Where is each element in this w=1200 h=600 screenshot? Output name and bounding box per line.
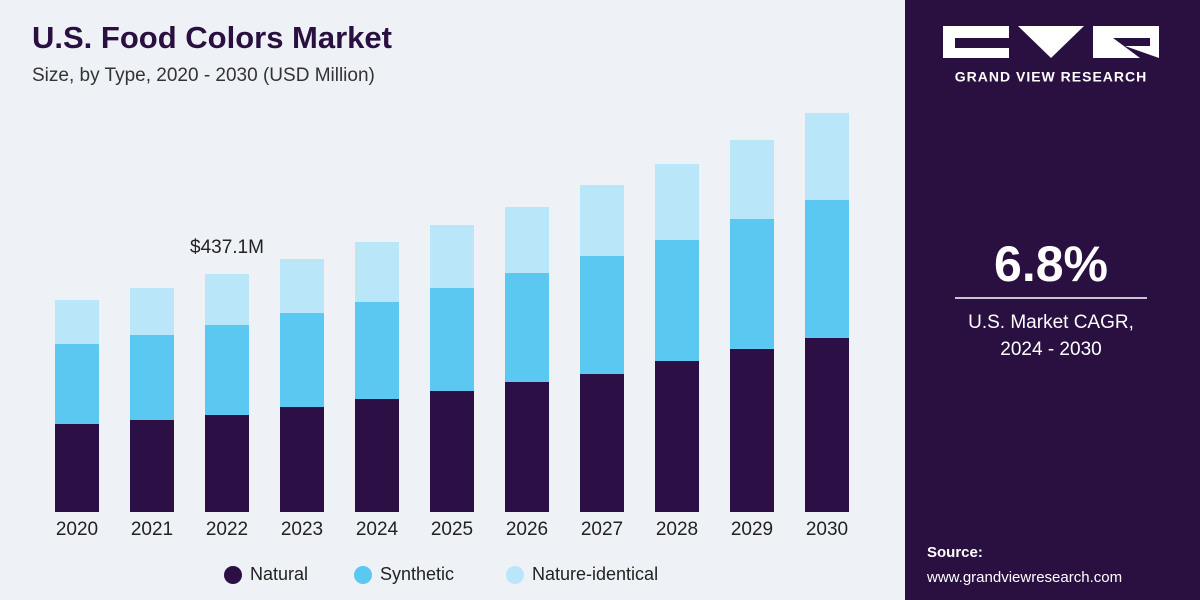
bar-segment bbox=[355, 399, 399, 512]
bar-segment bbox=[805, 337, 849, 512]
bar-segment bbox=[55, 424, 99, 512]
bar-segment bbox=[505, 381, 549, 512]
cagr-period: 2024 - 2030 bbox=[1000, 339, 1101, 360]
bar-segment bbox=[205, 324, 249, 415]
x-tick-label: 2026 bbox=[506, 519, 548, 540]
x-tick-label: 2024 bbox=[356, 519, 399, 540]
bar-segment bbox=[130, 419, 174, 512]
logo-v bbox=[1018, 26, 1084, 58]
legend-swatch bbox=[506, 566, 524, 584]
cagr-value: 6.8% bbox=[994, 236, 1108, 292]
x-tick-label: 2022 bbox=[206, 519, 248, 540]
bar-segment bbox=[655, 163, 699, 241]
bar-segment bbox=[580, 184, 624, 256]
bar-segment bbox=[205, 273, 249, 325]
x-tick-label: 2029 bbox=[731, 519, 773, 540]
legend-swatch bbox=[354, 566, 372, 584]
bar-segment bbox=[730, 139, 774, 219]
legend-label: Synthetic bbox=[380, 564, 454, 584]
annotation: $437.1M bbox=[190, 237, 264, 258]
bar-segment bbox=[730, 348, 774, 512]
legend-swatch bbox=[224, 566, 242, 584]
bar-segment bbox=[430, 287, 474, 392]
logo-r-cut bbox=[1113, 38, 1159, 58]
bar-segment bbox=[280, 313, 324, 408]
bar-segment bbox=[355, 301, 399, 400]
bar-segment bbox=[730, 218, 774, 349]
bar-segment bbox=[280, 407, 324, 512]
x-tick-label: 2028 bbox=[656, 519, 698, 540]
bar-segment bbox=[130, 287, 174, 335]
bar-segment bbox=[505, 272, 549, 382]
chart-title: U.S. Food Colors Market bbox=[32, 20, 392, 55]
bar-segment bbox=[430, 224, 474, 288]
bar-segment bbox=[130, 334, 174, 420]
bar-segment bbox=[430, 391, 474, 512]
bar-segment bbox=[805, 112, 849, 200]
source-label: Source: bbox=[927, 544, 983, 561]
legend-label: Nature-identical bbox=[532, 564, 658, 584]
bar-segment bbox=[580, 255, 624, 374]
x-tick-label: 2021 bbox=[131, 519, 173, 540]
x-tick-label: 2027 bbox=[581, 519, 623, 540]
x-tick-label: 2020 bbox=[56, 519, 98, 540]
logo-g-cut bbox=[955, 38, 1009, 48]
bar-segment bbox=[280, 259, 324, 314]
chart-subtitle: Size, by Type, 2020 - 2030 (USD Million) bbox=[32, 65, 375, 86]
side-panel bbox=[905, 0, 1200, 600]
bar-segment bbox=[355, 241, 399, 302]
bar-segment bbox=[505, 206, 549, 273]
x-tick-label: 2023 bbox=[281, 519, 323, 540]
cagr-label: U.S. Market CAGR, bbox=[968, 312, 1134, 333]
bar-segment bbox=[55, 344, 99, 425]
bar-segment bbox=[205, 414, 249, 512]
bar-segment bbox=[655, 361, 699, 512]
x-tick-label: 2025 bbox=[431, 519, 473, 540]
bar-segment bbox=[55, 300, 99, 345]
source-url: www.grandviewresearch.com bbox=[926, 569, 1122, 586]
logo bbox=[943, 26, 1159, 58]
x-tick-label: 2030 bbox=[806, 519, 848, 540]
brand-name: GRAND VIEW RESEARCH bbox=[955, 69, 1147, 85]
legend-label: Natural bbox=[250, 564, 308, 584]
bar-segment bbox=[805, 199, 849, 338]
bar-segment bbox=[655, 240, 699, 362]
bar-segment bbox=[580, 373, 624, 512]
